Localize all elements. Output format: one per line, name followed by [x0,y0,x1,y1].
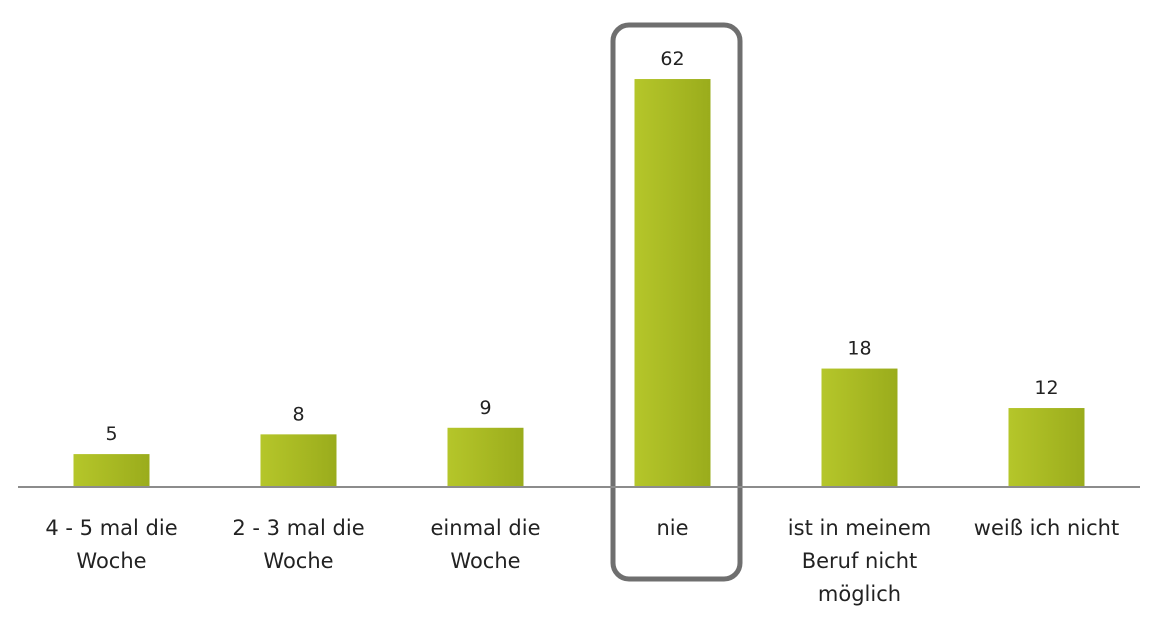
value-label: 12 [1034,377,1058,399]
value-label: 8 [292,403,304,425]
category-label: weiß ich nicht [973,516,1120,540]
bar [447,427,524,487]
bar [1008,408,1085,487]
highlight-box [610,22,743,582]
value-label: 9 [479,397,491,419]
bar [73,454,150,487]
value-label: 5 [105,423,117,445]
category-label: 4 - 5 mal die Woche [45,516,178,573]
category-label: einmal die Woche [430,516,541,573]
value-label: 18 [847,338,871,360]
bar [634,79,711,487]
category-label: 2 - 3 mal die Woche [232,516,365,573]
bar [821,368,898,487]
value-label: 62 [660,48,684,70]
bar [260,434,337,487]
category-label: ist in meinem Beruf nicht möglich [787,516,932,606]
category-label: nie [656,516,689,540]
